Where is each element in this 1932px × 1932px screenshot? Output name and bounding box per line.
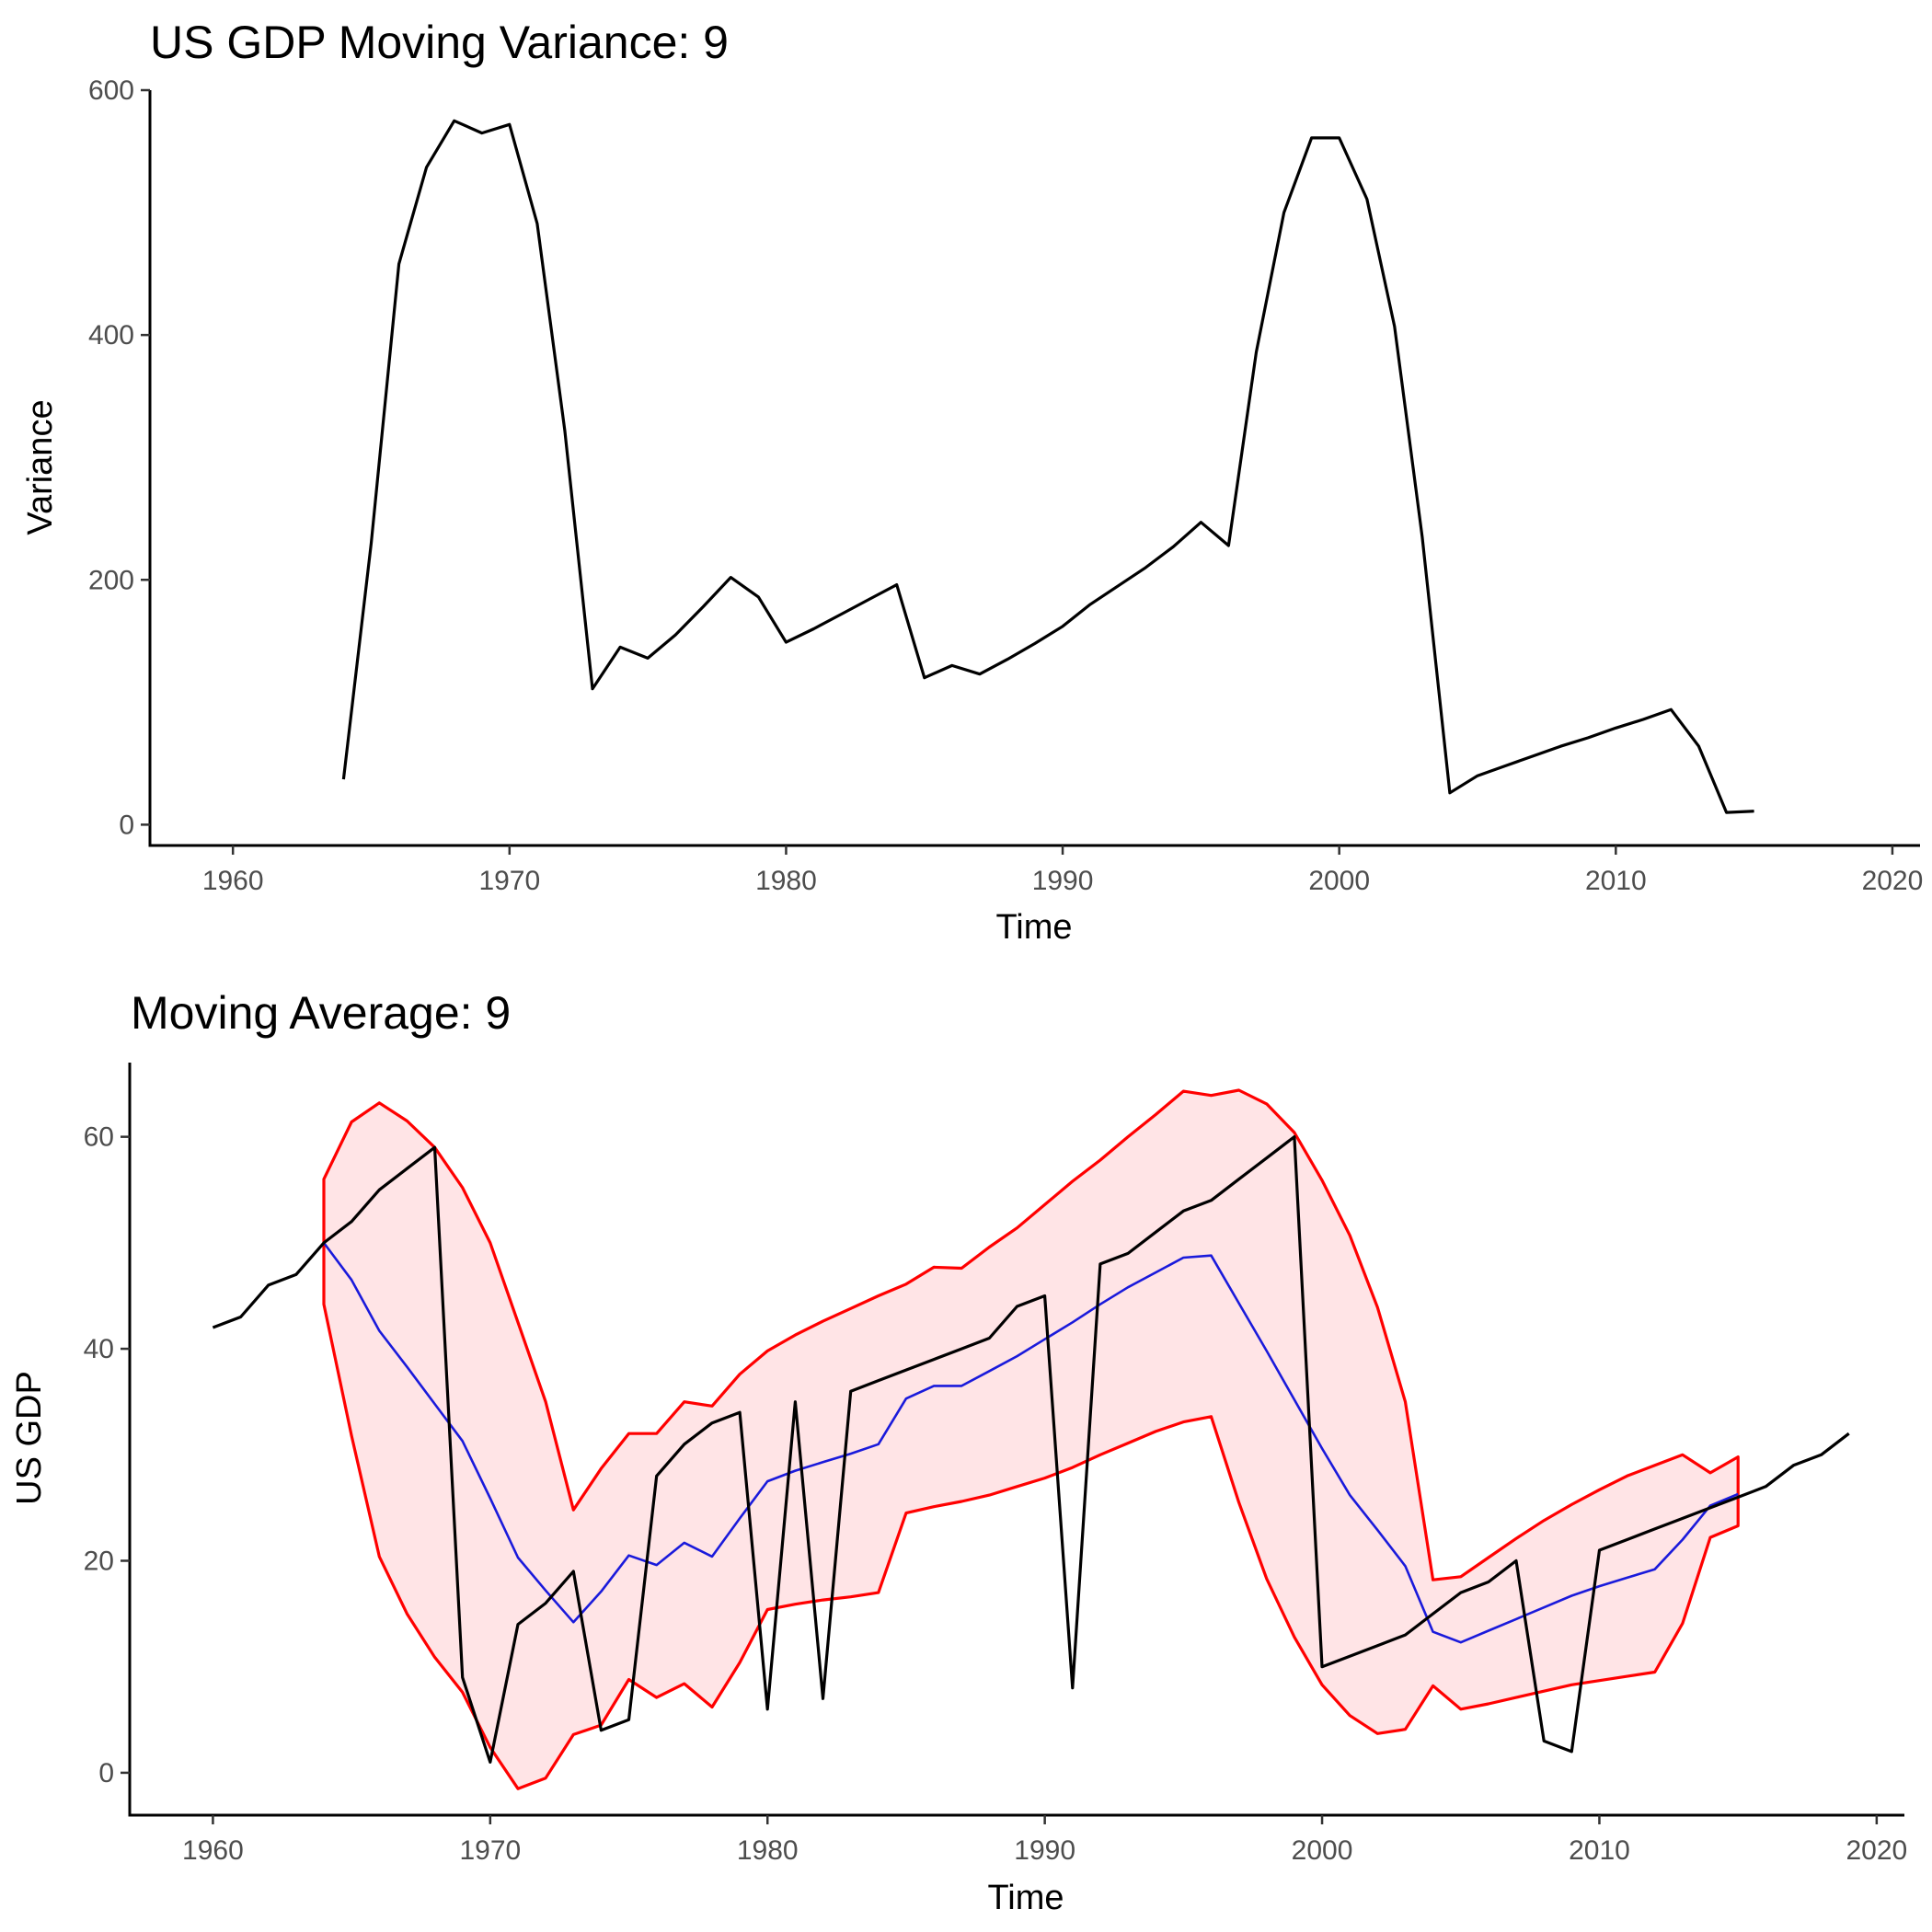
moving-average-y-tick-label: 0 <box>98 1758 114 1788</box>
variance-x-tick-label: 2020 <box>1862 866 1924 896</box>
variance-chart: US GDP Moving Variance: 9 1960 1970 1980 19… <box>21 17 1923 947</box>
moving-average-y-tick-label: 20 <box>84 1546 114 1576</box>
moving-average-y-tick-label: 60 <box>84 1122 114 1153</box>
variance-y-tick-label: 400 <box>88 320 134 351</box>
moving-average-x-tick-label: 2000 <box>1292 1835 1353 1866</box>
moving-average-chart-title: Moving Average: 9 <box>131 987 511 1039</box>
moving-average-x-ticks: 1960 1970 1980 1990 2000 2010 2020 <box>182 1815 1907 1866</box>
moving-average-line <box>322 1242 1739 1644</box>
variance-x-tick-label: 1970 <box>478 866 540 896</box>
moving-average-x-tick-label: 2010 <box>1569 1835 1630 1866</box>
variance-y-ticks: 0 200 400 600 <box>88 75 150 840</box>
variance-x-axis-label: Time <box>995 908 1072 947</box>
moving-average-y-ticks: 0 20 40 60 <box>84 1122 130 1788</box>
moving-average-x-tick-label: 1960 <box>182 1835 244 1866</box>
variance-x-tick-label: 2010 <box>1585 866 1647 896</box>
variance-y-tick-label: 0 <box>119 810 134 840</box>
variance-y-tick-label: 600 <box>88 75 134 106</box>
variance-line <box>341 119 1754 814</box>
variance-x-tick-label: 1960 <box>202 866 264 896</box>
variance-y-tick-label: 200 <box>88 565 134 595</box>
variance-x-tick-label: 1990 <box>1032 866 1094 896</box>
confidence-band-fill <box>324 1090 1739 1789</box>
moving-average-x-axis-label: Time <box>987 1879 1064 1917</box>
variance-x-tick-label: 1980 <box>755 866 817 896</box>
us-gdp-line <box>212 1134 1850 1765</box>
moving-average-y-axis-label: US GDP <box>10 1371 49 1505</box>
moving-average-y-tick-label: 40 <box>84 1334 114 1364</box>
moving-average-x-tick-label: 2020 <box>1846 1835 1907 1866</box>
moving-average-chart: Moving Average: 9 1960 1970 1980 1990 2000 20… <box>10 987 1907 1917</box>
moving-average-x-tick-label: 1970 <box>459 1835 521 1866</box>
variance-x-tick-label: 2000 <box>1308 866 1370 896</box>
variance-x-ticks: 1960 1970 1980 1990 2000 2010 2020 <box>202 845 1924 896</box>
variance-series-layer <box>341 119 1754 814</box>
variance-chart-title: US GDP Moving Variance: 9 <box>150 17 729 68</box>
moving-average-x-tick-label: 1980 <box>737 1835 799 1866</box>
moving-average-series-layer <box>212 1088 1850 1790</box>
moving-average-x-tick-label: 1990 <box>1014 1835 1075 1866</box>
variance-y-axis-label: Variance <box>21 399 60 535</box>
